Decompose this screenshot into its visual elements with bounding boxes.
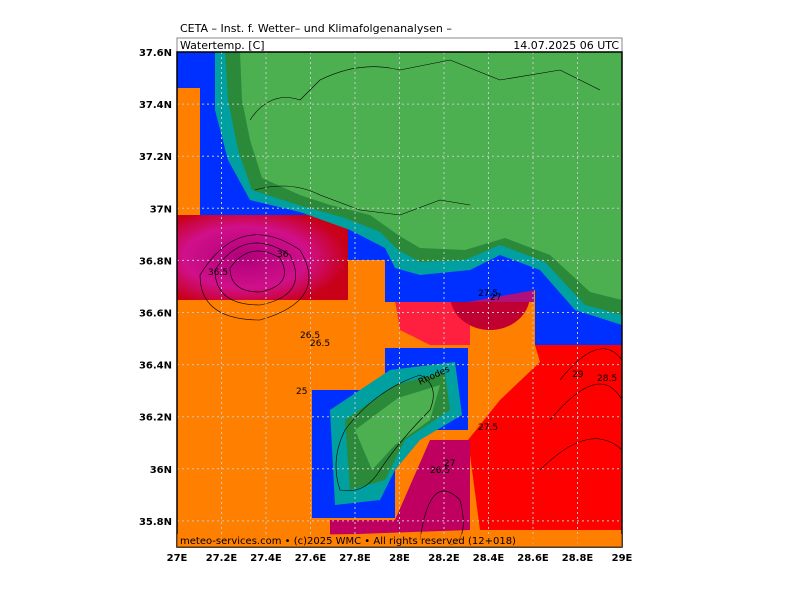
contour-label: 27 xyxy=(444,459,455,469)
lon-tick-label: 28.2E xyxy=(428,553,460,564)
contour-label: 28.5 xyxy=(597,374,617,384)
contour-label: 26.5 xyxy=(300,331,320,341)
contour-label: 26.5 xyxy=(430,466,450,476)
lat-tick-label: 36.6N xyxy=(139,309,172,320)
contour-label: 26.5 xyxy=(310,339,330,349)
valid-time: 14.07.2025 06 UTC xyxy=(513,39,619,52)
lon-tick-label: 29E xyxy=(612,553,633,564)
footer-band xyxy=(177,534,622,547)
lat-tick-label: 35.8N xyxy=(139,517,172,528)
lon-tick-label: 27.8E xyxy=(339,553,371,564)
lat-tick-label: 37.6N xyxy=(139,48,172,59)
lat-tick-label: 36N xyxy=(150,465,172,476)
contour-label: 25 xyxy=(296,387,307,397)
lat-tick-label: 36.8N xyxy=(139,256,172,267)
lat-tick-label: 37.2N xyxy=(139,152,172,163)
lat-tick-label: 36.4N xyxy=(139,361,172,372)
lat-tick-label: 36.2N xyxy=(139,413,172,424)
lon-tick-label: 28.6E xyxy=(517,553,549,564)
lon-tick-label: 27.4E xyxy=(250,553,282,564)
contour-label: 36 xyxy=(277,250,289,260)
contour-label: 27.5 xyxy=(478,289,498,299)
lat-tick-label: 37.4N xyxy=(139,100,172,111)
lon-tick-label: 28.4E xyxy=(473,553,505,564)
lon-tick-label: 28E xyxy=(389,553,410,564)
variable-label: Watertemp. [C] xyxy=(180,39,265,52)
axis-labels: 27E 27.2E 27.4E 27.6E 27.8E 28E 28.2E 28.4E 28.6… xyxy=(139,48,633,564)
lat-tick-label: 37N xyxy=(150,204,172,215)
lon-tick-label: 27.2E xyxy=(206,553,238,564)
contour-label: 36.5 xyxy=(208,268,228,278)
footer-credit: meteo-services.com • (c)2025 WMC • All r… xyxy=(180,536,516,547)
lon-tick-label: 27E xyxy=(167,553,188,564)
lon-tick-label: 28.8E xyxy=(562,553,594,564)
contour-label: 27 xyxy=(490,293,501,303)
lon-tick-label: 27.6E xyxy=(295,553,327,564)
header-title: CETA – Inst. f. Wetter– und Klimafolgena… xyxy=(180,22,452,35)
contour-label: 27.5 xyxy=(478,423,498,433)
contour-label: 29 xyxy=(572,370,584,380)
